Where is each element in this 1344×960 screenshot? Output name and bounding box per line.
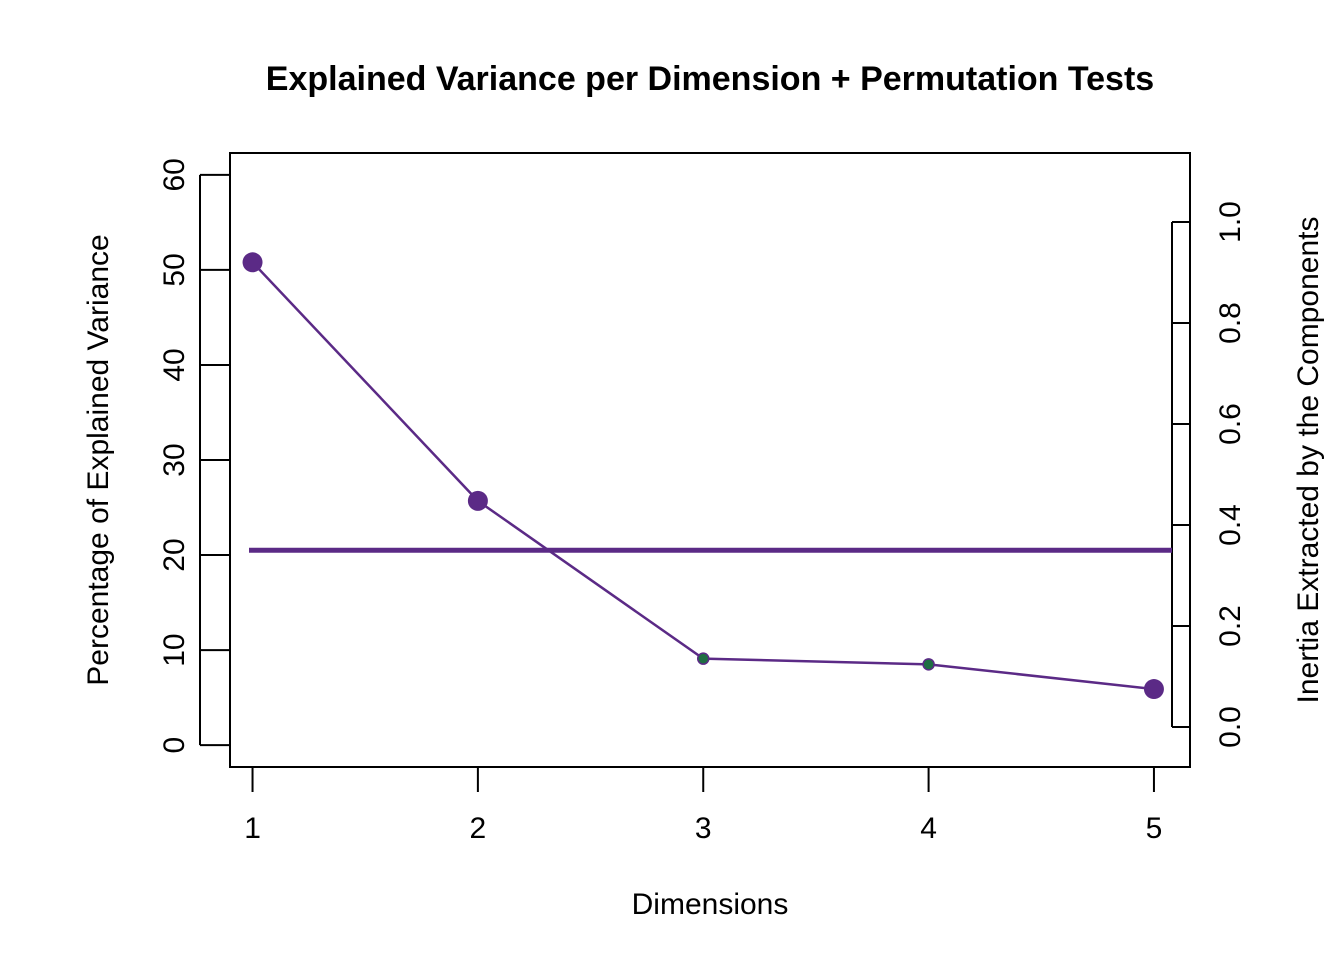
y2-axis-label: Inertia Extracted by the Components [1292, 217, 1325, 704]
series-line [251, 261, 1155, 691]
y2-axis: 0.0 0.2 0.4 0.6 0.8 1.0 [1171, 201, 1247, 748]
y-tick-label: 60 [158, 158, 191, 191]
data-point-significant [1143, 679, 1164, 700]
y2-tick-label: 0.4 [1214, 504, 1247, 546]
x-tick-label: 5 [1146, 812, 1163, 845]
data-point-significant [242, 252, 263, 273]
y-tick-label: 20 [158, 538, 191, 571]
data-point-significant [467, 490, 488, 511]
x-tick-label: 3 [695, 812, 712, 845]
y2-tick-label: 1.0 [1214, 201, 1247, 243]
x-tick-label: 1 [244, 812, 261, 845]
y2-tick-label: 0.6 [1214, 403, 1247, 445]
chart-title: Explained Variance per Dimension + Permu… [266, 60, 1154, 98]
y2-tick-label: 0.8 [1214, 302, 1247, 344]
x-tick-label: 4 [920, 812, 937, 845]
y-tick-label: 10 [158, 633, 191, 666]
y-axis: 0 10 20 30 40 50 60 [158, 158, 230, 753]
x-axis: 1 2 3 4 5 [244, 766, 1163, 845]
y-tick-label: 50 [158, 253, 191, 286]
y2-tick-label: 0.0 [1214, 706, 1247, 748]
y-tick-label: 30 [158, 443, 191, 476]
data-point-nonsignificant [922, 658, 935, 671]
data-point-nonsignificant [696, 652, 710, 665]
series-variance [242, 252, 1164, 700]
y-tick-label: 40 [158, 348, 191, 381]
y-axis-label: Percentage of Explained Variance [82, 234, 115, 685]
x-tick-label: 2 [470, 812, 487, 845]
y2-tick-label: 0.2 [1214, 605, 1247, 647]
y-tick-label: 0 [158, 737, 191, 754]
plot-frame [229, 152, 1191, 768]
x-axis-label: Dimensions [632, 888, 789, 921]
